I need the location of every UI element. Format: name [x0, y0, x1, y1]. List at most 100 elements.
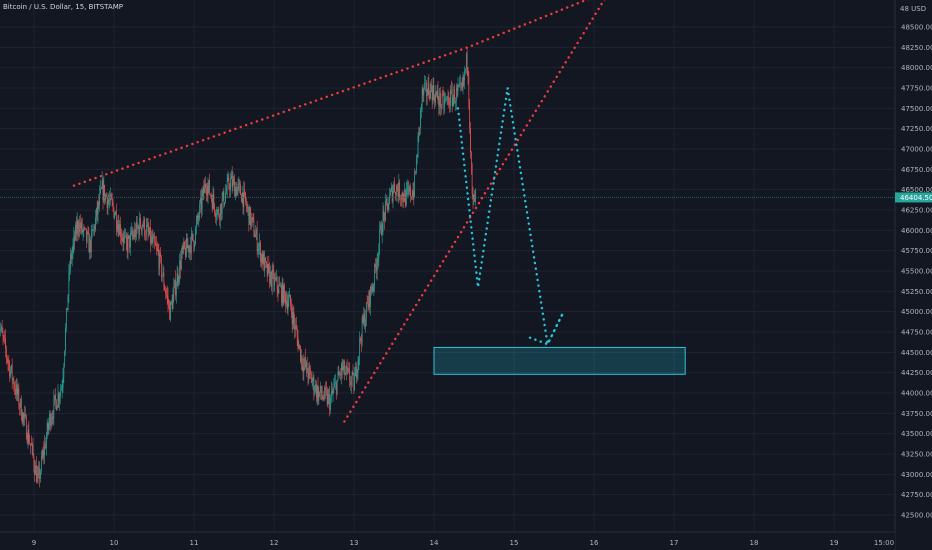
- candle-body: [361, 316, 363, 343]
- candle-body: [286, 300, 288, 310]
- candle-body: [440, 92, 441, 108]
- candle-body: [395, 185, 397, 196]
- time-tick-label: 18: [750, 539, 759, 547]
- candle-body: [94, 226, 96, 230]
- candle-body: [412, 191, 414, 199]
- candle-body: [297, 336, 299, 349]
- candle-body: [259, 242, 261, 247]
- candle-body: [265, 262, 267, 264]
- candle-body: [434, 96, 436, 104]
- candle-body: [165, 290, 166, 294]
- candle-body: [171, 301, 173, 309]
- candle-body: [92, 230, 94, 231]
- candle-body: [390, 190, 391, 195]
- candle-body: [317, 385, 319, 401]
- candle-body: [129, 235, 131, 248]
- candle-body: [45, 437, 47, 449]
- candle-body: [355, 366, 357, 379]
- price-axis[interactable]: 42500.00 42750.00 43000.00 43250.00 43500.00…: [894, 0, 932, 550]
- candle-body: [285, 293, 286, 305]
- candle-body: [292, 312, 294, 325]
- candle-body: [119, 224, 121, 236]
- candle-body: [80, 222, 81, 229]
- candle-body: [49, 413, 51, 424]
- candle-body: [148, 231, 150, 235]
- projection-path[interactable]: [456, 87, 564, 349]
- price-unit-label: 48 USD: [900, 5, 926, 13]
- candle-body: [371, 290, 373, 292]
- candle-body: [181, 246, 183, 256]
- trend-line[interactable]: [72, 0, 610, 187]
- candle-body: [410, 186, 411, 198]
- candle-body: [387, 203, 389, 210]
- candle-body: [205, 183, 206, 189]
- candle-body: [103, 184, 105, 201]
- candle-body: [97, 202, 99, 215]
- candle-body: [290, 305, 292, 313]
- candle-body: [204, 183, 206, 194]
- candle-body: [335, 382, 337, 395]
- candle-body: [440, 105, 442, 108]
- candle-body: [23, 413, 25, 418]
- trend-line[interactable]: [343, 0, 610, 423]
- candle-body: [104, 184, 106, 201]
- candle-body: [467, 67, 469, 77]
- candle-body: [280, 285, 282, 302]
- drawings[interactable]: [72, 0, 686, 423]
- candle-body: [320, 386, 322, 396]
- candle-body: [79, 222, 81, 233]
- candle-body: [165, 293, 167, 295]
- candle-body: [270, 271, 271, 285]
- candle-body: [115, 211, 116, 216]
- candle-body: [130, 230, 132, 234]
- candle-body: [268, 264, 270, 268]
- candle-body: [59, 396, 61, 402]
- candle-body: [96, 207, 98, 215]
- candle-body: [144, 218, 146, 236]
- candle-body: [134, 229, 136, 238]
- candle-body: [166, 294, 168, 296]
- candle-body: [221, 198, 223, 214]
- candle-body: [435, 92, 437, 95]
- candle-body: [43, 450, 45, 455]
- candle-body: [385, 201, 386, 221]
- candle-body: [230, 179, 231, 190]
- candle-body: [135, 221, 137, 238]
- candle-body: [300, 355, 302, 362]
- candle-body: [208, 180, 210, 186]
- candle-body: [123, 236, 125, 243]
- candle-body: [420, 109, 421, 129]
- candle-body: [254, 236, 256, 238]
- candle-body: [378, 246, 380, 260]
- price-tick-label: 45250.00: [901, 288, 932, 296]
- candle-body: [143, 218, 145, 227]
- target-zone-rectangle[interactable]: [433, 346, 686, 375]
- candle-body: [186, 238, 188, 249]
- candle-body: [84, 227, 86, 228]
- candle-body: [282, 282, 284, 304]
- candle-body: [312, 376, 314, 382]
- candle-body: [275, 277, 276, 280]
- candle-body: [326, 391, 328, 405]
- candle-body: [152, 237, 154, 243]
- candle-body: [321, 395, 323, 398]
- candle-body: [248, 207, 250, 225]
- candle-body: [260, 254, 262, 262]
- candle-body: [47, 423, 49, 430]
- candle-body: [15, 384, 17, 395]
- candle-body: [91, 230, 93, 232]
- price-tick-label: 48250.00: [901, 44, 932, 52]
- candle-body: [169, 302, 171, 320]
- candle-body: [407, 188, 409, 190]
- candle-body: [118, 224, 120, 236]
- candle-body: [445, 98, 446, 101]
- candle-body: [250, 218, 252, 226]
- projection-arrowhead[interactable]: [528, 313, 564, 346]
- candle-body: [355, 366, 356, 377]
- time-axis[interactable]: 9 10 11 12 13 14 15 16 17 18 19 15:00: [0, 531, 895, 550]
- candle-body: [105, 194, 107, 198]
- candle-body: [124, 235, 126, 237]
- candle-body: [262, 253, 264, 264]
